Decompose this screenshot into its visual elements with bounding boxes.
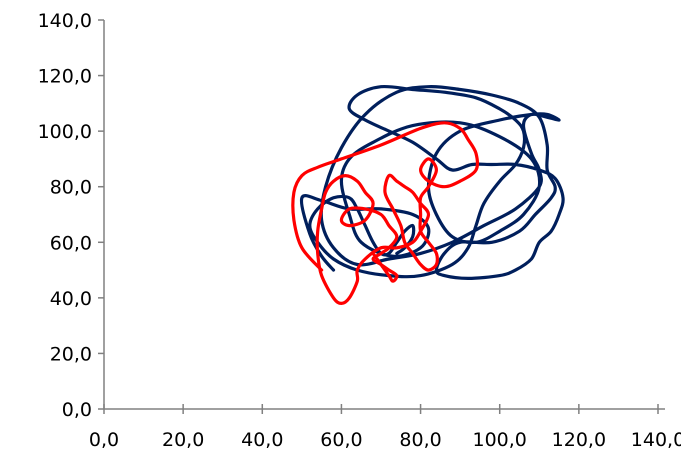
y-tick-label: 0,0 [62,399,92,421]
x-tick-label: 20,0 [162,429,204,451]
y-tick-label: 80,0 [50,177,92,199]
y-tick-label: 40,0 [50,288,92,310]
y-tick-label: 120,0 [38,66,92,88]
x-tick-label: 0,0 [89,429,119,451]
plot-area [291,84,565,305]
x-tick-label: 40,0 [241,429,283,451]
y-tick-label: 140,0 [38,10,92,32]
x-ticks: 0,0 20,0 40,0 60,0 80,0 100,0 120,0 140,0 [89,404,681,451]
x-tick-label: 60,0 [320,429,362,451]
x-tick-label: 100,0 [473,429,527,451]
series-line-1 [299,84,565,280]
y-ticks: 0,0 20,0 40,0 60,0 80,0 100,0 120,0 140,0 [38,10,104,421]
x-tick-label: 80,0 [399,429,441,451]
y-tick-label: 60,0 [50,232,92,254]
y-tick-label: 100,0 [38,121,92,143]
x-tick-label: 120,0 [552,429,606,451]
y-tick-label: 20,0 [50,343,92,365]
x-tick-label: 140,0 [631,429,681,451]
series-line-2 [291,121,480,305]
